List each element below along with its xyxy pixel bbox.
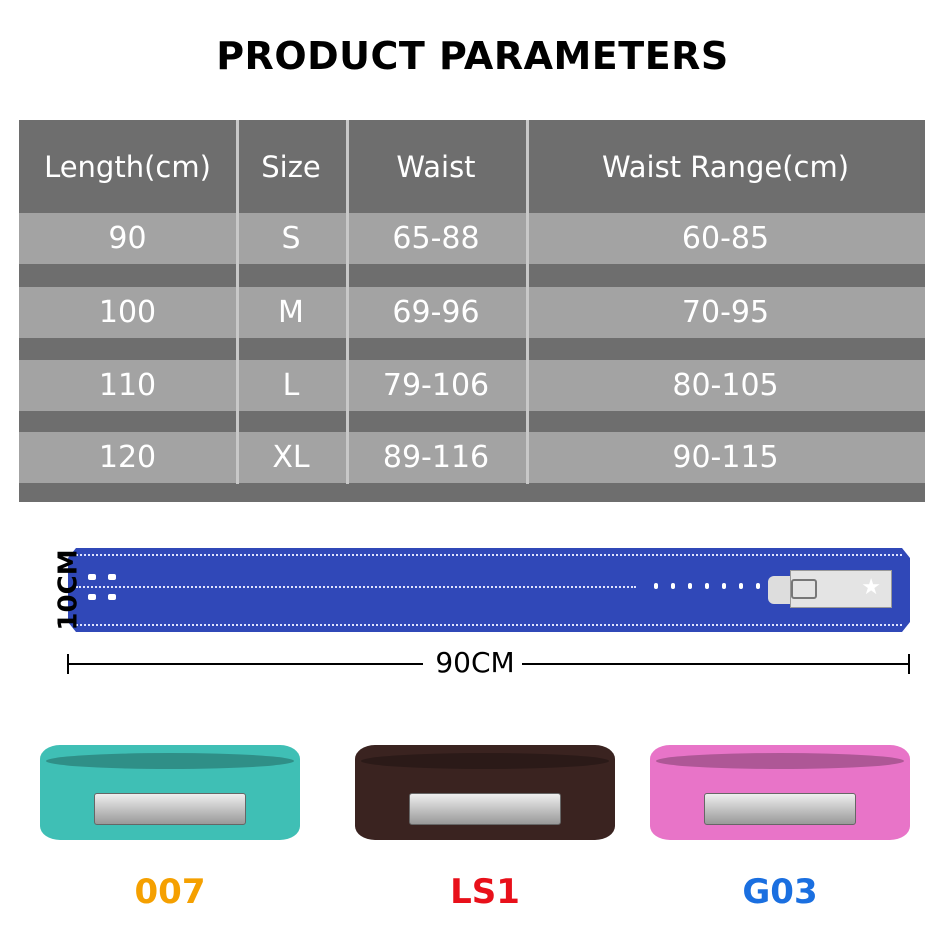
adjust-hole [722, 583, 726, 589]
lever-buckle [704, 793, 856, 825]
column-header: Waist Range(cm) [601, 149, 850, 184]
table-cell: 80-105 [672, 368, 779, 403]
star-icon: ★ [861, 575, 881, 600]
adjust-hole [705, 583, 709, 589]
belt-inner [361, 753, 609, 769]
table-cell: L [282, 368, 300, 403]
lever-buckle [409, 793, 561, 825]
dimension-line [522, 663, 909, 665]
table-cell: 100 [98, 295, 157, 330]
product-photo [650, 730, 910, 850]
table-cell: 65-88 [392, 221, 480, 256]
table-cell: 70-95 [681, 295, 770, 330]
adjust-hole [756, 583, 760, 589]
table-cell: 69-96 [392, 295, 480, 330]
product-label: G03 [742, 872, 818, 912]
belt-band [355, 745, 615, 840]
table-cell: 110 [98, 368, 157, 403]
column-header: Length(cm) [44, 149, 211, 184]
column-header: Waist [396, 149, 476, 184]
table-cell: M [278, 295, 304, 330]
page-title: PRODUCT PARAMETERS [216, 34, 729, 78]
length-label: 90CM [435, 646, 515, 679]
row-band [19, 432, 925, 483]
belt-band [650, 745, 910, 840]
stitching [76, 586, 636, 588]
table-cell: S [281, 221, 301, 256]
width-label: 10CM [53, 549, 84, 631]
dimension-tick [908, 654, 910, 674]
adjust-hole [688, 583, 692, 589]
hole [108, 574, 116, 580]
belt-inner [46, 753, 294, 769]
table-cell: 60-85 [681, 221, 770, 256]
adjust-hole [671, 583, 675, 589]
lever-buckle [94, 793, 246, 825]
buckle-slot [791, 579, 817, 599]
product-label: LS1 [450, 872, 520, 912]
belt-band [40, 745, 300, 840]
size-table: Length(cm) Size Waist Waist Range(cm) 90 S 65-… [19, 120, 925, 502]
stitching [76, 624, 902, 626]
product-photo [40, 730, 300, 850]
table-cell: 79-106 [382, 368, 490, 403]
adjust-hole [654, 583, 658, 589]
stitching [76, 554, 902, 556]
product-label: 007 [134, 872, 206, 912]
table-cell: 90-115 [672, 440, 779, 475]
divider [236, 120, 239, 484]
row-band [19, 213, 925, 264]
divider [526, 120, 529, 484]
row-band [19, 287, 925, 338]
hole [88, 574, 96, 580]
column-header: Size [261, 149, 321, 184]
hole [108, 594, 116, 600]
dimension-line [68, 663, 423, 665]
row-band [19, 360, 925, 411]
adjust-hole [739, 583, 743, 589]
product-photo [355, 730, 615, 850]
belt-diagram: ★ [68, 548, 910, 632]
lever-buckle: ★ [790, 570, 892, 608]
table-cell: XL [272, 440, 310, 475]
hole [88, 594, 96, 600]
divider [346, 120, 349, 484]
table-cell: 120 [98, 440, 157, 475]
belt-inner [656, 753, 904, 769]
table-cell: 90 [108, 221, 147, 256]
table-cell: 89-116 [382, 440, 490, 475]
